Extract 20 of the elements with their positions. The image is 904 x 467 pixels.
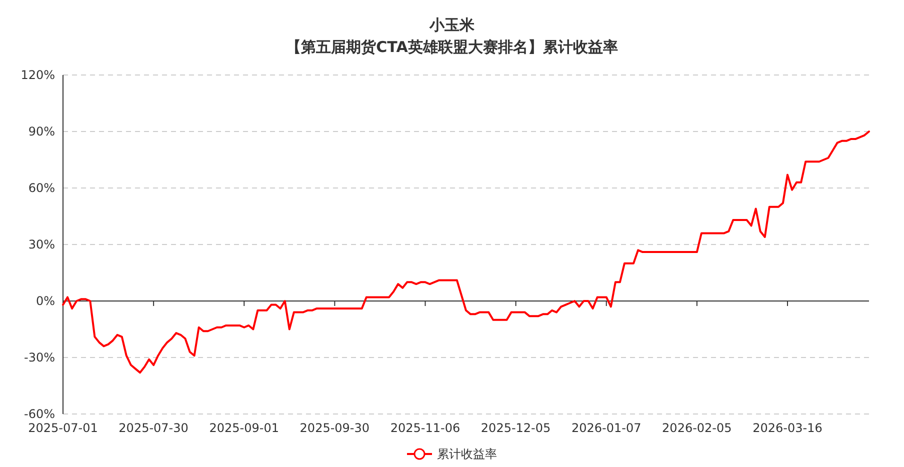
chart-title: 小玉米	[428, 16, 476, 34]
x-tick-label: 2026-01-07	[571, 421, 642, 435]
y-tick-label: 0%	[36, 294, 55, 308]
chart-subtitle: 【第五届期货CTA英雄联盟大赛排名】累计收益率	[286, 38, 618, 56]
x-tick-label: 2025-07-30	[118, 421, 188, 435]
y-tick-label: 30%	[28, 238, 55, 252]
y-tick-label: -30%	[24, 350, 55, 365]
y-tick-label: 60%	[28, 181, 55, 196]
legend-label: 累计收益率	[437, 447, 497, 462]
x-tick-label: 2026-02-05	[662, 421, 732, 435]
x-tick-label: 2025-07-01	[28, 421, 98, 435]
x-tick-label: 2025-12-05	[480, 421, 551, 435]
y-tick-label: 120%	[20, 68, 55, 82]
x-tick-label: 2025-09-30	[300, 421, 370, 435]
line-series	[62, 130, 870, 374]
x-tick-label: 2026-03-16	[752, 421, 822, 435]
y-tick-label: 90%	[28, 124, 55, 139]
x-tick-label: 2025-09-01	[209, 421, 279, 435]
y-tick-label: -60%	[24, 407, 55, 422]
x-tick-label: 2025-11-06	[390, 421, 460, 435]
